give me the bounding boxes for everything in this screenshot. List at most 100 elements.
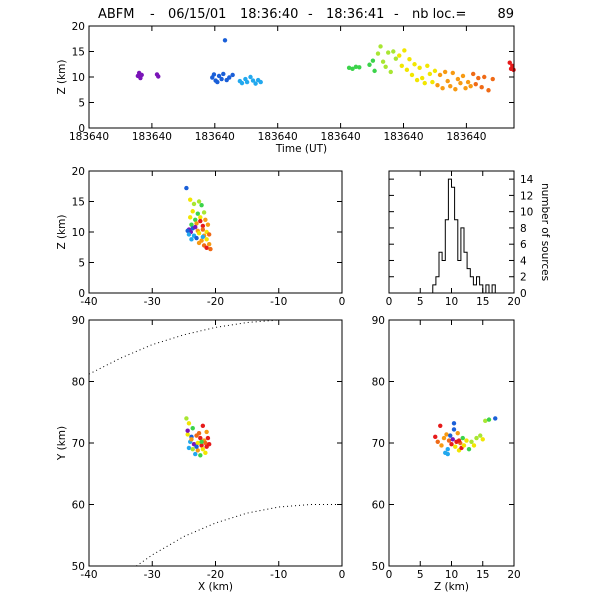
time-height-point (250, 78, 256, 83)
x-z-point (198, 215, 203, 220)
x-z-point (196, 231, 202, 236)
time-height-point (402, 48, 407, 53)
figure-title: ABFM - 06/15/01 18:36:40 - 18:36:41 - nb… (98, 7, 514, 22)
x-y-ytick-label: 90 (72, 315, 85, 327)
x-y-boundary-curve (136, 504, 342, 567)
title-sep-2: - (308, 7, 313, 22)
x-z-point (200, 227, 206, 232)
time-height-point (391, 49, 396, 54)
time-height-point (219, 76, 224, 82)
x-z-xtick-label: -10 (270, 296, 287, 308)
x-y-ytick-label: 80 (72, 377, 85, 389)
z-y-point (451, 427, 457, 432)
z-y-point (469, 439, 474, 444)
z-y-point (483, 418, 488, 424)
time-height-xtick-label: 183640 (69, 131, 109, 143)
z-histogram-ytick-label: 0 (520, 288, 527, 300)
time-height-point (407, 56, 412, 62)
x-z-point (199, 202, 204, 208)
time-height-point (346, 65, 352, 71)
x-z-point (189, 237, 194, 242)
z-y-point (451, 421, 457, 426)
time-height-point (414, 77, 420, 83)
z-histogram-xtick-label: 20 (507, 296, 520, 308)
time-height-ylabel: Z (km) (56, 59, 68, 94)
x-z-point (200, 234, 206, 240)
z-histogram-xtick-label: 5 (417, 296, 424, 308)
time-height-point (430, 79, 435, 85)
x-z-point (184, 185, 189, 191)
z-y-point (471, 443, 477, 448)
x-z-point (203, 217, 208, 222)
z-y-point (466, 446, 472, 452)
x-z-xtick-label: -20 (207, 296, 224, 308)
x-z-ytick-label: 5 (78, 258, 85, 270)
z-y-point (455, 430, 460, 436)
time-height-xtick-label: 183640 (195, 131, 235, 143)
z-histogram-histogram-line (389, 178, 514, 294)
z-y-point (480, 437, 485, 442)
time-height-xtick-label: 183640 (446, 131, 486, 143)
time-height-point (227, 75, 232, 80)
time-height-xtick-label: 183640 (132, 131, 172, 143)
x-z-point (191, 201, 197, 207)
x-z-ytick-label: 15 (72, 197, 85, 209)
time-height-point (388, 69, 393, 75)
time-height-point (393, 56, 399, 61)
x-y-xtick-label: -10 (270, 569, 287, 581)
x-y-point (194, 444, 199, 449)
x-z-point (185, 228, 190, 233)
z-y-xtick-label: 15 (476, 569, 489, 581)
title-date: 06/15/01 (168, 7, 226, 22)
x-y-point (184, 416, 189, 421)
time-height-ytick-label: 20 (72, 21, 85, 33)
time-height-point (463, 86, 468, 91)
x-z-point (193, 217, 198, 222)
x-z-point (195, 211, 200, 216)
time-height-point (139, 72, 144, 78)
x-z-point (208, 246, 213, 252)
time-height-point (445, 78, 450, 84)
time-height-point (399, 63, 404, 68)
z-histogram-xtick-label: 10 (445, 296, 458, 308)
time-height-point (367, 62, 372, 67)
x-y-point (195, 440, 200, 446)
time-height-point (479, 85, 484, 90)
z-y-point (486, 417, 492, 422)
time-height-ytick-label: 5 (78, 98, 85, 110)
z-y-point (441, 435, 447, 441)
time-height-point (507, 60, 512, 65)
time-height-point (230, 72, 235, 78)
x-z-point (194, 221, 199, 226)
x-y-point (190, 446, 195, 452)
time-height-point (380, 59, 386, 64)
time-height-point (239, 80, 245, 86)
z-y-point (478, 433, 483, 438)
time-height-point (386, 50, 391, 55)
x-z-point (189, 222, 194, 227)
x-y-point (204, 429, 209, 435)
time-height-xtick-label: 183640 (258, 131, 298, 143)
time-height-point (435, 82, 440, 88)
time-height-point (453, 87, 458, 92)
x-y-point (200, 446, 206, 452)
x-z-point (186, 232, 192, 237)
time-height-point (370, 58, 376, 63)
time-height-point (425, 63, 430, 68)
x-y-point (198, 435, 203, 441)
z-y-point (435, 439, 440, 444)
time-height-point (465, 79, 471, 85)
x-z-point (201, 210, 207, 215)
x-y-ytick-label: 50 (72, 561, 85, 573)
title-count-label: nb loc.= (412, 7, 466, 22)
time-height-point (253, 81, 258, 86)
time-height-point (372, 68, 377, 74)
title-station: ABFM (98, 7, 135, 22)
time-height-ytick-label: 0 (78, 123, 85, 135)
time-height-ytick-label: 15 (72, 47, 85, 59)
time-height-point (258, 79, 263, 85)
x-y-point (198, 453, 203, 458)
z-histogram-ytick-label: 10 (520, 207, 533, 219)
